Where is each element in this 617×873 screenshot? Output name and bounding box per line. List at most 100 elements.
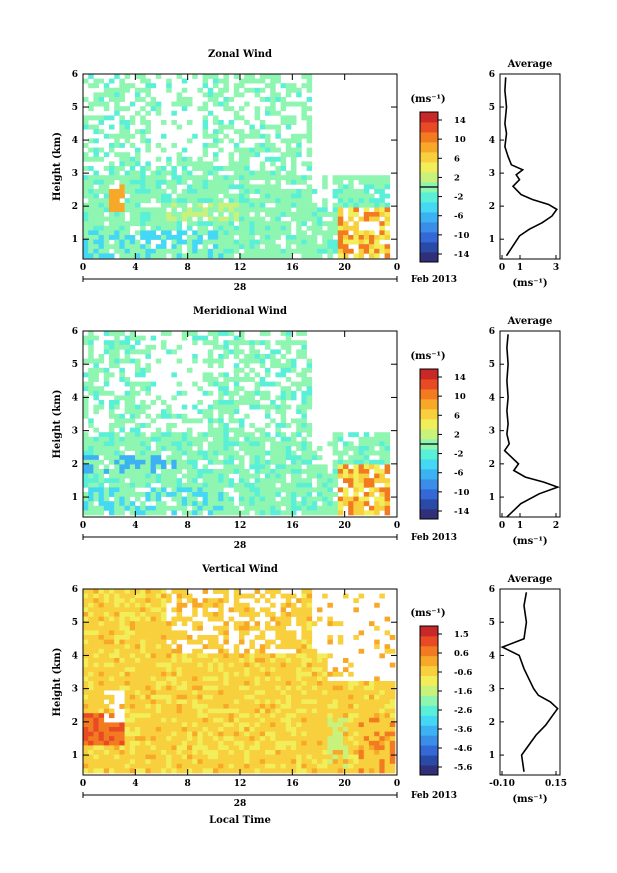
heatmap-cell [88, 731, 94, 737]
heatmap-cell [207, 404, 214, 410]
heatmap-cell [296, 694, 302, 700]
heatmap-cell [109, 143, 115, 148]
heatmap-cell [369, 722, 375, 728]
heatmap-cell [119, 189, 125, 194]
heatmap-cell [176, 722, 183, 728]
heatmap-cell [207, 166, 214, 171]
heatmap-cell [389, 754, 396, 760]
heatmap-cell [322, 662, 328, 668]
colorbar-swatch [420, 685, 438, 696]
heatmap-cell [296, 598, 302, 604]
heatmap-cell [114, 685, 120, 691]
heatmap-cell [270, 501, 276, 507]
heatmap-cell [384, 722, 391, 728]
heatmap-cell [114, 740, 120, 746]
heatmap-cell [228, 607, 235, 613]
heatmap-cell [259, 143, 266, 148]
heatmap-cell [114, 446, 120, 451]
heatmap-cell [124, 736, 131, 742]
heatmap-cell [265, 248, 271, 254]
heatmap-cell [239, 492, 245, 497]
heatmap-cell [239, 446, 245, 451]
heatmap-cell [265, 340, 271, 346]
heatmap-cell [332, 722, 339, 728]
heatmap-cell [129, 487, 136, 493]
heatmap-cells [83, 331, 391, 516]
heatmap-cell [197, 193, 203, 199]
heatmap-cell [135, 593, 141, 599]
heatmap-cell [275, 409, 281, 415]
heatmap-cell [254, 400, 261, 405]
heatmap-cell [135, 367, 141, 373]
heatmap-cell [270, 671, 276, 677]
heatmap-cell [114, 768, 120, 774]
y-tick-label: 6 [72, 70, 78, 80]
heatmap-cell [353, 455, 359, 461]
heatmap-cell [239, 216, 245, 222]
heatmap-cell [348, 754, 354, 760]
colorbar-tick-label: -10 [454, 488, 469, 498]
heatmap-cell [301, 230, 307, 236]
heatmap-cell [166, 676, 172, 682]
heatmap-cell [317, 446, 323, 451]
heatmap-cell [88, 349, 94, 355]
heatmap-cell [161, 248, 167, 254]
heatmap-cell [332, 699, 339, 705]
heatmap-cell [228, 331, 235, 336]
heatmap-cell [161, 487, 167, 493]
heatmap-cell [280, 662, 287, 668]
heatmap-cell [140, 349, 146, 355]
heatmap-cell [218, 198, 224, 204]
heatmap-cell [114, 235, 120, 240]
heatmap-cell [145, 750, 151, 755]
heatmap-cell [317, 708, 323, 714]
heatmap-cell [327, 501, 333, 507]
heatmap-cell [265, 225, 271, 231]
heatmap-cell [124, 708, 131, 714]
heatmap-cell [181, 147, 188, 153]
heatmap-cell [88, 681, 94, 686]
heatmap-cell [265, 235, 271, 240]
heatmap-cell [135, 699, 141, 705]
heatmap-cell [161, 717, 167, 723]
heatmap-cell [379, 745, 385, 751]
heatmap-cell [275, 708, 281, 714]
heatmap-cell [192, 662, 198, 668]
heatmap-cell [98, 639, 105, 645]
heatmap-cell [363, 248, 370, 254]
heatmap-cell [181, 681, 188, 686]
heatmap-cell [239, 469, 245, 474]
heatmap-cell [176, 653, 183, 659]
heatmap-cell [213, 207, 219, 213]
heatmap-cell [332, 239, 339, 245]
heatmap-cell [145, 492, 151, 497]
heatmap-cell [93, 83, 99, 89]
heatmap-cell [109, 685, 115, 691]
heatmap-cell [265, 354, 271, 359]
heatmap-cell [296, 198, 302, 204]
heatmap-cell [259, 432, 266, 438]
heatmap-cell [135, 363, 141, 369]
heatmap-cell [223, 662, 229, 668]
heatmap-cell [124, 639, 131, 645]
heatmap-cell [197, 727, 203, 732]
heatmap-cell [93, 708, 99, 714]
heatmap-cell [275, 441, 281, 447]
heatmap-cell [244, 593, 250, 599]
heatmap-cell [223, 731, 229, 737]
heatmap-cell [114, 340, 120, 346]
heatmap-cell [384, 510, 391, 516]
heatmap-cell [119, 106, 125, 112]
heatmap-cell [228, 478, 235, 484]
heatmap-cell [83, 97, 89, 102]
heatmap-cell [83, 598, 89, 604]
heatmap-cell [223, 83, 229, 89]
heatmap-cell [249, 230, 255, 236]
heatmap-cell [239, 78, 245, 84]
heatmap-cell [228, 727, 235, 732]
heatmap-cell [135, 175, 141, 181]
heatmap-cell [384, 496, 391, 502]
heatmap-cell [181, 441, 188, 447]
heatmap-cell [228, 717, 235, 723]
heatmap-cell [239, 175, 245, 181]
